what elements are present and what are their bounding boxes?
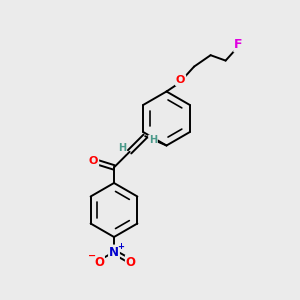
Text: H: H [118, 142, 126, 153]
Text: O: O [94, 256, 104, 269]
Text: N: N [109, 245, 119, 259]
Text: F: F [234, 38, 243, 52]
Text: +: + [117, 242, 124, 251]
Text: O: O [176, 75, 185, 85]
Text: O: O [89, 155, 98, 166]
Text: O: O [126, 256, 136, 269]
Text: −: − [88, 251, 97, 261]
Text: H: H [149, 135, 157, 146]
